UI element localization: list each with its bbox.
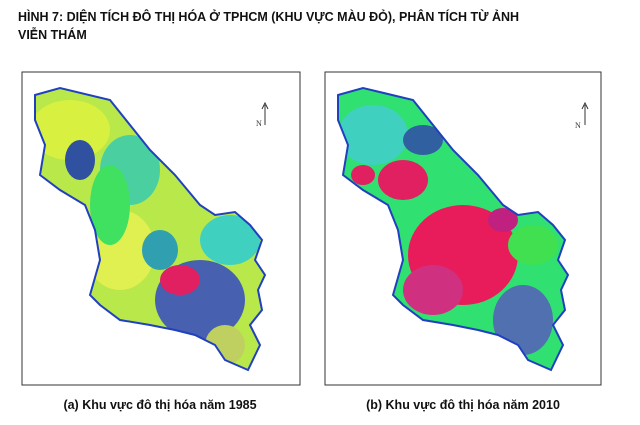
caption: (a) Khu vực đô thị hóa năm 1985 xyxy=(63,398,257,412)
north-label: N xyxy=(256,119,262,128)
panel-frame xyxy=(324,71,602,386)
map-1985 xyxy=(35,88,265,370)
caption: (b) Khu vực đô thị hóa năm 2010 xyxy=(366,398,560,412)
figure: N N xyxy=(21,71,602,386)
figure-title: HÌNH 7: DIỆN TÍCH ĐÔ THỊ HÓA Ở TPHCM (KH… xyxy=(18,8,519,44)
map-2010 xyxy=(337,87,569,371)
north-arrow-head xyxy=(581,101,589,110)
title-line: VIỄN THÁM xyxy=(18,28,87,42)
title-line: HÌNH 7: DIỆN TÍCH ĐÔ THỊ HÓA Ở TPHCM (KH… xyxy=(18,10,520,24)
north-label: N xyxy=(575,121,581,130)
north-arrow-head xyxy=(261,101,269,110)
panel-frame xyxy=(21,71,301,386)
